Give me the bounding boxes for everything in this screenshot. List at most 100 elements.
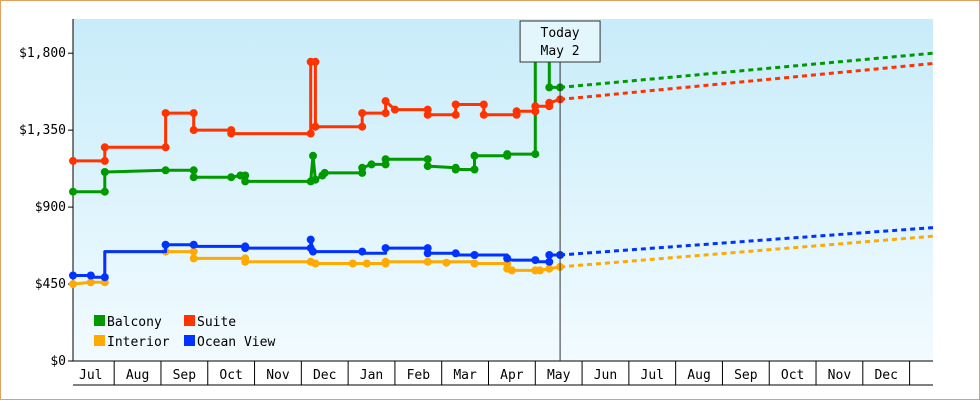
series-point [189, 247, 198, 256]
x-tick-label: Feb [407, 368, 431, 383]
today-box [519, 20, 601, 63]
x-tick-label: Oct [781, 368, 804, 383]
y-tick-label: $1,350 [19, 123, 66, 138]
series-point [479, 100, 488, 109]
series-point [503, 254, 512, 263]
x-tick-label: Oct [219, 368, 242, 383]
today-label: Today [541, 26, 580, 41]
series-point [306, 129, 315, 138]
series-point [423, 110, 432, 119]
series-point [531, 102, 540, 111]
series-point [362, 259, 371, 268]
x-tick-label: Sep [173, 368, 197, 383]
series-point [348, 259, 357, 268]
series-point [423, 162, 432, 171]
series-point [100, 187, 109, 196]
series-point [227, 173, 236, 182]
series-point [531, 150, 540, 159]
series-point [390, 105, 399, 114]
x-tick-label: Aug [126, 368, 149, 383]
series-point [320, 168, 329, 177]
series-point [189, 173, 198, 182]
series-point [69, 156, 77, 165]
series-point [545, 98, 554, 107]
x-tick-label: Apr [500, 368, 524, 383]
x-tick-label: Nov [266, 368, 290, 383]
series-point [423, 155, 432, 164]
series-point [189, 254, 198, 263]
x-tick-label: Jul [641, 368, 664, 383]
series-point [545, 251, 554, 259]
series-point [470, 151, 479, 160]
series-point [451, 100, 460, 109]
series-point [381, 155, 390, 164]
x-tick-label: Jul [79, 368, 102, 383]
legend-swatch [94, 315, 105, 326]
series-point [161, 109, 170, 118]
series-point [69, 271, 77, 280]
series-point [69, 187, 77, 196]
series-layer [69, 50, 934, 289]
series-point [311, 175, 320, 184]
x-tick-label: Dec [874, 368, 897, 383]
series-point [306, 235, 315, 244]
x-tick-label: Dec [313, 368, 336, 383]
series-point [470, 165, 479, 174]
legend-swatch [184, 335, 195, 346]
x-tick-label: May [547, 368, 571, 383]
y-tick-label: $900 [35, 200, 66, 215]
y-tick-label: $1,800 [19, 46, 66, 61]
legend-swatch [184, 315, 195, 326]
legend: Balcony Suite Interior Ocean View [94, 315, 275, 350]
series-point [358, 109, 367, 118]
series-point [358, 163, 367, 172]
series-point [241, 257, 250, 266]
series-point [381, 257, 390, 266]
series-point [381, 109, 390, 118]
series-point [69, 280, 77, 289]
series-point [531, 256, 540, 265]
series-suite [69, 57, 934, 165]
series-point [311, 122, 320, 131]
series-point [100, 143, 109, 152]
series-point [470, 259, 479, 268]
series-point [381, 97, 390, 106]
series-point [358, 247, 367, 256]
series-point [86, 278, 95, 287]
series-point [86, 271, 95, 280]
legend-swatch [94, 335, 105, 346]
series-point [507, 266, 516, 275]
legend-label: Ocean View [197, 335, 275, 350]
plot-background [73, 19, 933, 361]
series-point [470, 251, 479, 259]
series-point [423, 249, 432, 258]
y-tick-label: $0 [50, 354, 66, 369]
series-point [161, 166, 170, 175]
series-point [367, 160, 376, 169]
series-point [536, 266, 544, 275]
series-point [100, 168, 109, 176]
series-point [442, 258, 451, 267]
series-point [311, 57, 320, 66]
series-point [358, 122, 367, 131]
series-point [189, 166, 198, 175]
series-balcony [69, 50, 934, 196]
series-point [309, 151, 317, 160]
series-point [241, 171, 250, 180]
series-point [545, 264, 554, 273]
x-axis: Jul Aug Sep Oct Nov Dec Jan Feb Mar Apr May Jun Jul A… [73, 360, 933, 386]
series-point [189, 126, 198, 135]
x-tick-label: Aug [687, 368, 710, 383]
series-point [451, 249, 460, 258]
legend-label: Suite [197, 315, 236, 330]
series-point [189, 240, 198, 249]
series-point [309, 247, 317, 256]
today-date: May 2 [541, 44, 580, 59]
series-point [423, 257, 432, 266]
series-point [381, 244, 390, 253]
series-point [545, 83, 554, 92]
today-marker: Today May 2 [519, 20, 601, 361]
y-axis: $0 $450 $900 $1,350 $1,800 [19, 19, 74, 369]
y-tick-label: $450 [35, 277, 66, 292]
